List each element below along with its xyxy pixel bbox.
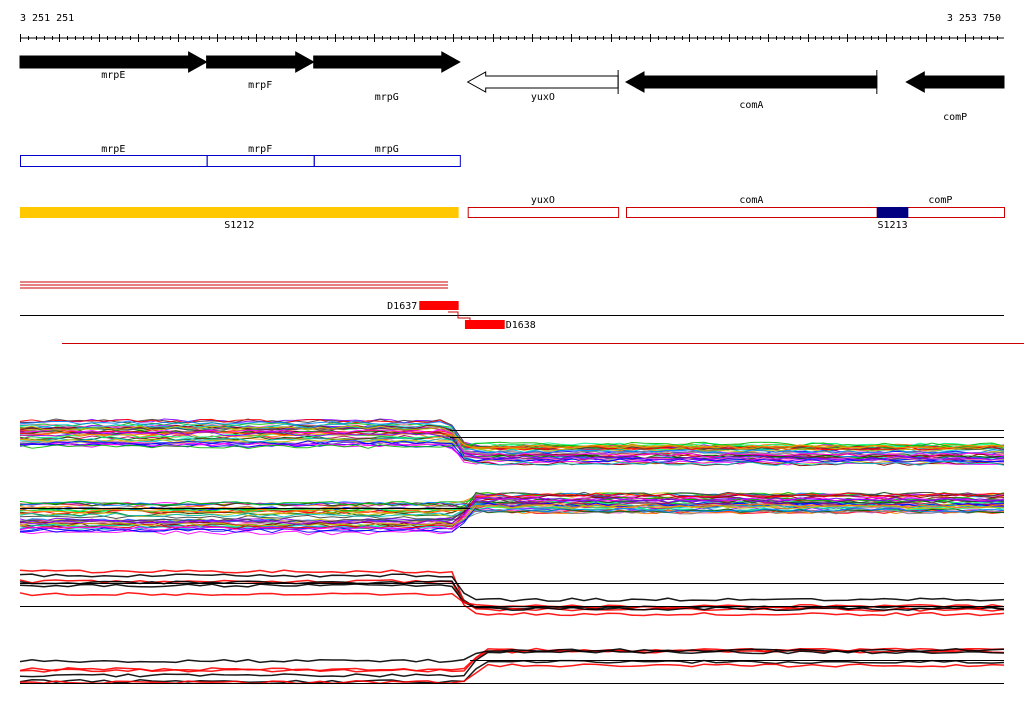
profile-line (19, 583, 1005, 611)
expression-profile-panel-3 (19, 569, 1005, 617)
gene-box-label: mrpF (248, 144, 272, 155)
profile-line (19, 569, 1005, 612)
profile-line (19, 502, 1005, 534)
profile-line (19, 647, 1005, 672)
segment-S1213 (876, 207, 909, 218)
profile-line (19, 509, 1005, 515)
gene-box-yuxO (467, 207, 620, 218)
profile-line (19, 505, 1005, 515)
gene-box-label: comA (739, 195, 763, 206)
profile-line (19, 441, 1005, 450)
feature-D1638 (464, 320, 505, 329)
gene-box-mrpG (313, 155, 461, 167)
profile-line (19, 433, 1005, 448)
profile-line (19, 425, 1005, 450)
gene-arrow-label: mrpE (101, 70, 125, 81)
profile-line (19, 503, 1005, 514)
segment-label: S1213 (878, 220, 908, 231)
gene-box-track-plus: mrpE mrpF mrpG (20, 144, 461, 167)
expression-profile-panel-4 (19, 647, 1005, 685)
profile-line (19, 423, 1005, 467)
profile-line (19, 492, 1005, 530)
gene-box-mrpF (206, 155, 315, 167)
profile-line (19, 496, 1005, 525)
profile-line (19, 440, 1005, 463)
profile-line (19, 498, 1005, 520)
ruler-start-label: 3 251 251 (20, 13, 75, 24)
feature-D1637 (419, 301, 459, 310)
gene-box-track-minus: yuxO comA comP (467, 195, 1006, 218)
segment-track: S1212 S1213 (20, 207, 909, 231)
gene-box-comA (625, 207, 878, 218)
gene-arrow-comA (624, 71, 878, 93)
profile-line (19, 429, 1005, 456)
gene-box-label: mrpG (375, 144, 399, 155)
profile-line (19, 496, 1005, 531)
gene-arrow-mrpE (19, 51, 208, 73)
feature-label: D1638 (506, 320, 536, 331)
gene-box-label: yuxO (531, 195, 555, 206)
profile-line (19, 431, 1005, 461)
gene-arrow-label: comP (943, 112, 967, 123)
gene-arrow-label: comA (739, 100, 763, 111)
gene-arrow-label: yuxO (531, 92, 555, 103)
feature-track: D1637 D1638 (20, 281, 1024, 344)
gene-arrow-label: mrpG (375, 92, 399, 103)
profile-line (19, 573, 1005, 602)
gene-box-label: comP (928, 195, 952, 206)
gene-arrow-track: mrpE mrpF mrpG yuxO comA comP (19, 51, 1005, 123)
expression-profile-panel-1 (19, 418, 1005, 467)
feature-label: D1637 (387, 301, 417, 312)
expression-profile-panel-2 (19, 491, 1005, 536)
gene-arrow-comP (905, 71, 1005, 93)
ruler-end-label: 3 253 750 (946, 13, 1001, 24)
segment-label: S1212 (224, 220, 254, 231)
gene-arrow-mrpG (313, 51, 461, 73)
gene-box-mrpE (20, 155, 208, 167)
profile-line (19, 420, 1005, 454)
gene-arrow-mrpF (206, 51, 315, 73)
gene-arrow-label: mrpF (248, 80, 272, 91)
gene-box-label: mrpE (101, 144, 125, 155)
gene-arrow-yuxO (466, 71, 619, 93)
segment-S1212 (20, 207, 459, 218)
ruler-track (20, 34, 1004, 42)
profile-line (19, 431, 1005, 450)
profile-line (19, 663, 1005, 685)
profile-line (19, 648, 1005, 664)
